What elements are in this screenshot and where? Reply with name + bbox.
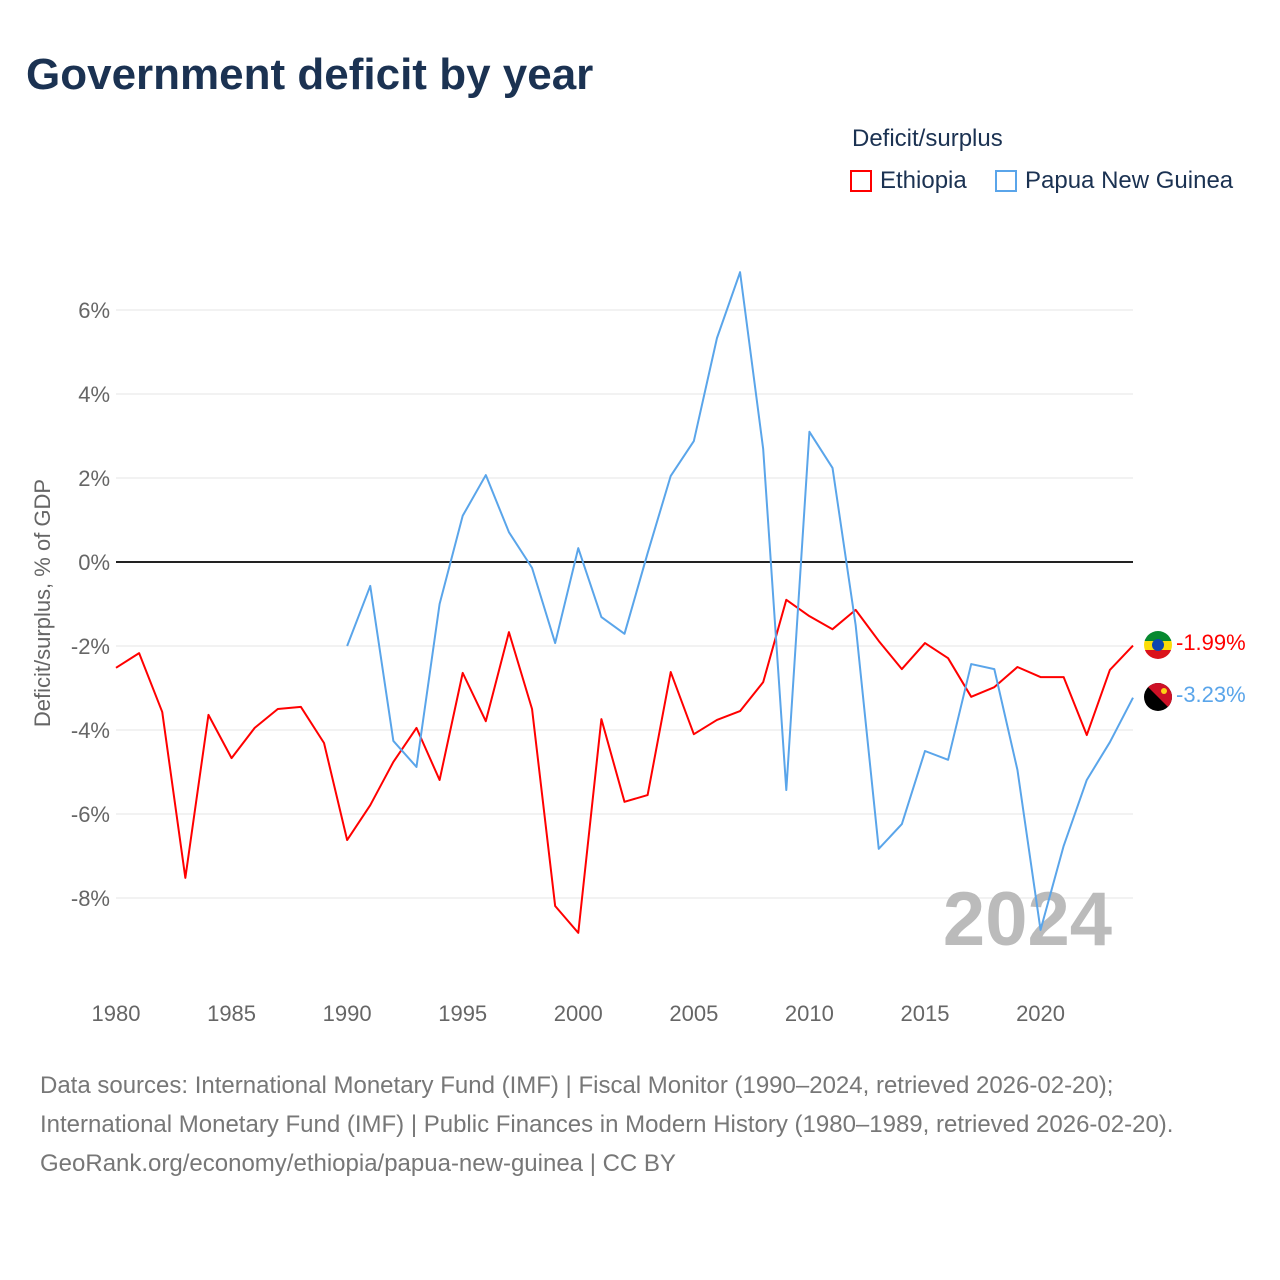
- x-tick-label: 2020: [1016, 1001, 1065, 1026]
- y-tick-label: 2%: [78, 466, 110, 491]
- credit-link[interactable]: GeoRank.org/economy/ethiopia/papua-new-g…: [40, 1150, 676, 1177]
- y-tick-label: -4%: [71, 718, 110, 743]
- x-tick-label: 1995: [438, 1001, 487, 1026]
- legend-swatch-ethiopia: [850, 170, 872, 192]
- y-axis-label: Deficit/surplus, % of GDP: [30, 479, 55, 727]
- end-label-ethiopia: -1.99%: [1176, 630, 1246, 655]
- x-tick-label: 2000: [554, 1001, 603, 1026]
- footer: Data sources: International Monetary Fun…: [40, 1066, 1240, 1183]
- y-tick-label: -2%: [71, 634, 110, 659]
- flag-ethiopia-icon: [1144, 631, 1172, 659]
- legend-item-ethiopia[interactable]: Ethiopia: [850, 167, 967, 195]
- data-sources: Data sources: International Monetary Fun…: [40, 1072, 1174, 1138]
- x-tick-label: 1990: [323, 1001, 372, 1026]
- y-tick-label: -6%: [71, 802, 110, 827]
- x-tick-label: 2015: [901, 1001, 950, 1026]
- x-tick-label: 2005: [669, 1001, 718, 1026]
- series-line-png: [346, 271, 1134, 931]
- x-tick-label: 1985: [207, 1001, 256, 1026]
- y-tick-label: 0%: [78, 550, 110, 575]
- legend-swatch-png: [995, 170, 1017, 192]
- legend-title: Deficit/surplus: [852, 125, 1003, 152]
- x-tick-label: 2010: [785, 1001, 834, 1026]
- series-line-ethiopia: [115, 598, 1134, 934]
- legend-label: Papua New Guinea: [1025, 167, 1234, 194]
- y-tick-label: -8%: [71, 886, 110, 911]
- y-tick-label: 4%: [78, 382, 110, 407]
- y-tick-label: 6%: [78, 298, 110, 323]
- year-watermark: 2024: [943, 877, 1112, 962]
- x-tick-label: 1980: [92, 1001, 141, 1026]
- end-label-png: -3.23%: [1176, 682, 1246, 707]
- legend-item-png[interactable]: Papua New Guinea: [995, 167, 1233, 195]
- flag-png-icon: [1144, 683, 1172, 711]
- legend-label: Ethiopia: [880, 167, 967, 194]
- chart-title: Government deficit by year: [26, 50, 594, 99]
